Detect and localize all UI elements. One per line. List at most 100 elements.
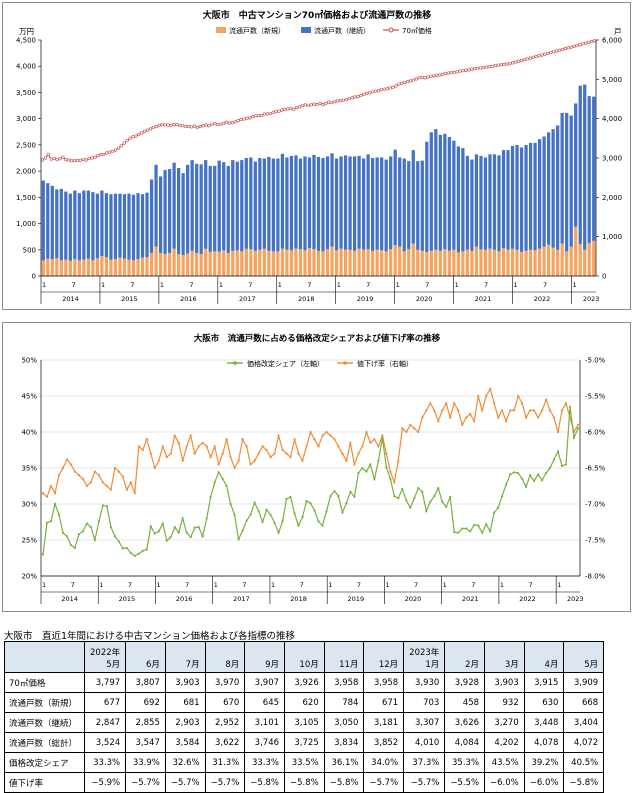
row-label: 値下げ率 <box>4 772 85 793</box>
legend-label-cut: 値下げ率（右軸） <box>357 359 413 368</box>
price-cut-rate-point <box>305 445 308 448</box>
price-point <box>373 89 378 93</box>
price-point <box>166 123 170 127</box>
price-point <box>449 71 454 75</box>
bar-continuing <box>276 158 280 252</box>
price-cut-rate-point <box>201 441 204 444</box>
price-point <box>324 102 328 106</box>
price-cut-rate-point <box>101 481 104 484</box>
column-month: 10月 <box>299 660 319 670</box>
bar-new <box>271 251 276 276</box>
revision-share-point <box>273 521 276 524</box>
bar-continuing <box>398 157 402 247</box>
table-corner-cell <box>4 641 85 673</box>
top-month-label: 7 <box>248 281 252 289</box>
price-cut-rate-point <box>229 456 232 459</box>
bar-continuing <box>565 112 569 252</box>
price-point <box>417 76 421 80</box>
row-label: 流通戸数（継続） <box>4 712 85 733</box>
price-cut-rate-point <box>65 458 69 461</box>
top-year-label: 2016 <box>180 295 197 303</box>
revision-share-point <box>221 477 224 480</box>
bottom-month-label: 7 <box>357 581 361 589</box>
price-point <box>178 123 182 127</box>
price-cut-rate-point <box>453 402 456 405</box>
revision-share-point <box>161 522 164 525</box>
price-cut-rate-point <box>237 459 240 462</box>
price-point <box>315 102 319 107</box>
price-point <box>452 70 456 74</box>
price-cut-rate-point <box>341 452 344 455</box>
table-cell: −5.8% <box>284 772 325 793</box>
revision-share-point <box>297 524 300 527</box>
price-point <box>294 106 299 110</box>
bar-new <box>483 249 488 276</box>
bar-continuing <box>380 157 384 251</box>
bar-new <box>438 250 442 276</box>
price-cut-rate-point <box>441 409 444 412</box>
price-point <box>224 120 229 124</box>
bottom-left-tick-label: 45% <box>21 393 37 401</box>
price-cut-rate-point <box>225 438 228 441</box>
price-point <box>186 124 191 129</box>
bottom-left-tick-label: 50% <box>21 357 37 365</box>
bar-new <box>190 250 194 276</box>
price-cut-rate-point <box>477 394 480 398</box>
price-point <box>70 159 74 163</box>
revision-share-point <box>441 500 444 503</box>
bar-new <box>537 248 542 276</box>
price-cut-rate-point <box>521 402 524 405</box>
price-cut-rate-point <box>365 430 368 434</box>
revision-share-point <box>433 494 436 498</box>
price-point <box>335 99 340 103</box>
price-point <box>341 98 345 102</box>
bar-continuing <box>357 155 361 249</box>
bar-new <box>249 249 253 276</box>
price-cut-rate-point <box>437 420 440 423</box>
price-point <box>146 128 150 132</box>
price-cut-rate-point <box>421 416 424 419</box>
price-cut-rate-point <box>149 452 152 455</box>
price-point <box>578 43 582 47</box>
bar-continuing <box>285 157 289 250</box>
price-point <box>108 150 112 154</box>
table-cell: 630 <box>523 692 565 713</box>
bar-continuing <box>235 161 239 251</box>
column-month: 6月 <box>145 660 160 670</box>
bottom-month-label: 7 <box>242 581 246 589</box>
revision-share-point <box>576 427 580 430</box>
bar-continuing <box>330 153 334 247</box>
price-cut-rate-point <box>289 456 292 459</box>
table-cell: −6.0% <box>523 772 565 793</box>
bar-continuing <box>217 160 221 252</box>
revision-share-point <box>185 531 188 534</box>
table-cell: 3,797 <box>83 672 127 693</box>
revision-share-point <box>217 471 220 474</box>
price-point <box>592 39 597 43</box>
table-column-header: 10月 <box>284 641 325 673</box>
bar-new <box>222 250 226 276</box>
revision-share-point <box>509 473 512 476</box>
revision-share-point <box>97 520 100 523</box>
table-cell: 3,626 <box>444 712 486 733</box>
bar-new <box>325 249 330 276</box>
price-point <box>67 158 71 162</box>
revision-share-point <box>405 499 408 502</box>
price-cut-rate-point <box>560 409 564 412</box>
revision-share-point <box>377 459 380 462</box>
bar-continuing <box>213 165 217 252</box>
price-cut-rate-point <box>357 452 360 455</box>
bar-continuing <box>506 150 510 250</box>
bar-new <box>510 248 515 276</box>
bar-new <box>461 251 465 276</box>
price-cut-rate-point <box>97 474 100 477</box>
bar-new <box>402 251 406 276</box>
top-left-unit: 万円 <box>19 27 34 36</box>
top-left-tick-label: 2,500 <box>16 141 36 149</box>
bar-continuing <box>172 162 176 249</box>
price-point <box>157 123 161 127</box>
table-cell: 37.3% <box>403 752 446 773</box>
column-month: 7月 <box>185 660 200 670</box>
table-column-header: 9月 <box>244 641 286 673</box>
price-point <box>376 89 380 93</box>
